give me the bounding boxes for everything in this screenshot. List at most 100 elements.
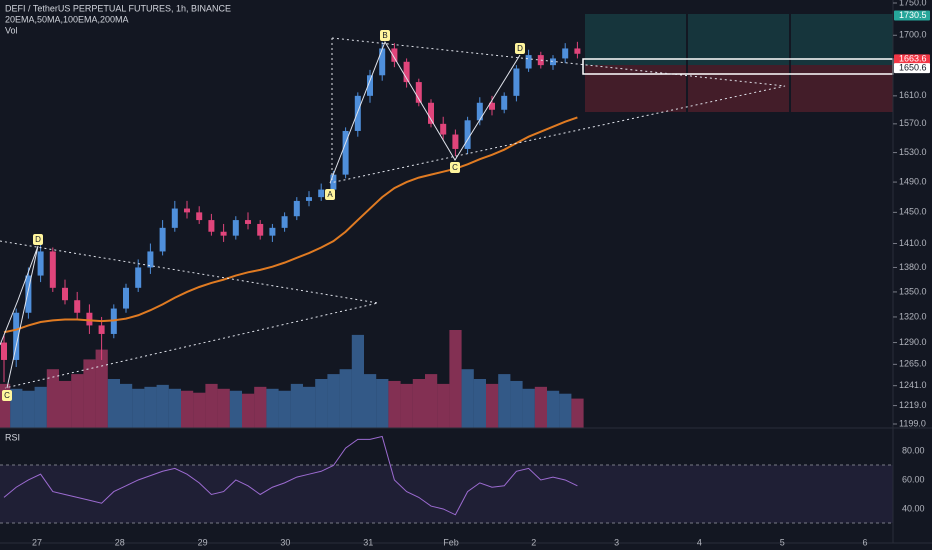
candle-body xyxy=(428,102,434,124)
x-tick-label: 31 xyxy=(363,537,373,547)
volume-bar xyxy=(449,330,462,428)
pattern-label: A xyxy=(327,190,333,199)
y-tick-label: 1380.0 xyxy=(899,262,927,272)
candle-body xyxy=(269,227,276,236)
price-tag xyxy=(894,63,930,74)
volume-bar xyxy=(156,384,169,428)
candle-body xyxy=(123,287,129,309)
x-tick-label: Feb xyxy=(443,537,459,547)
price-tag-label: 1730.5 xyxy=(899,10,927,20)
x-tick-label: 6 xyxy=(862,537,867,547)
profit-zone xyxy=(585,14,893,65)
candle-body xyxy=(281,216,288,228)
candle-body xyxy=(306,197,312,201)
candle-body xyxy=(342,130,349,175)
volume-bar xyxy=(290,383,303,428)
volume-bar xyxy=(229,390,242,428)
drawings xyxy=(0,37,786,389)
volume-bar xyxy=(144,386,157,428)
volume-bar xyxy=(388,380,401,428)
candle-body xyxy=(452,134,459,149)
candle-body xyxy=(25,275,32,313)
pattern-label: D xyxy=(517,44,523,53)
candle-body xyxy=(98,325,105,334)
volume-bar xyxy=(351,334,364,428)
volume-bar xyxy=(132,388,145,428)
volume-bar xyxy=(339,369,352,428)
volume-bar xyxy=(10,388,23,428)
candle-body xyxy=(489,102,495,110)
volume-bar xyxy=(437,383,450,428)
pattern-labels: C D A B C D xyxy=(2,30,525,401)
volume-bar xyxy=(278,390,291,428)
rsi-tick-label: 80.00 xyxy=(902,445,925,455)
candle-body xyxy=(37,251,44,276)
candle-body xyxy=(220,231,227,236)
candle-body xyxy=(513,68,520,96)
volume-bar xyxy=(205,383,218,428)
candle-body xyxy=(379,48,386,76)
x-tick-label: 27 xyxy=(32,537,42,547)
x-tick-label: 3 xyxy=(614,537,619,547)
volume-bar xyxy=(303,386,316,428)
candle-body xyxy=(354,95,361,131)
volume-bar xyxy=(83,359,96,428)
candle-body xyxy=(171,208,178,228)
volume-bar xyxy=(193,392,206,428)
rsi-tick-label: 40.00 xyxy=(902,503,925,513)
volume-bar xyxy=(498,374,511,428)
x-tick-label: 29 xyxy=(198,537,208,547)
volume-bar xyxy=(95,349,108,428)
volume-bar xyxy=(59,380,72,428)
candle-body xyxy=(330,174,337,190)
volume-bar xyxy=(315,379,328,428)
volume-bar xyxy=(534,386,547,428)
volume-bar xyxy=(181,390,194,428)
candle-body xyxy=(367,75,373,96)
x-tick-label: 30 xyxy=(280,537,290,547)
price-tag-label: 1650.6 xyxy=(899,62,927,72)
rsi-label: RSI xyxy=(5,432,20,442)
volume-bar xyxy=(168,388,181,428)
candle-body xyxy=(391,48,398,62)
candle-body xyxy=(159,227,166,252)
volume-bar xyxy=(266,388,279,428)
y-tick-label: 1570.0 xyxy=(899,118,927,128)
volume-bar xyxy=(107,379,120,428)
x-tick-label: 2 xyxy=(531,537,536,547)
volume-bar xyxy=(473,379,486,428)
pattern-label: C xyxy=(452,163,458,172)
candle-body xyxy=(501,95,508,110)
y-tick-label: 1410.0 xyxy=(899,238,927,248)
candle-body xyxy=(245,220,251,224)
volume-bar xyxy=(571,398,584,428)
candle-body xyxy=(525,55,532,69)
y-tick-label: 1199.0 xyxy=(899,418,926,428)
y-tick-label: 1290.0 xyxy=(899,337,927,347)
volume-bar xyxy=(510,380,523,428)
rsi-tick-label: 60.00 xyxy=(902,474,925,484)
volume-bar xyxy=(71,374,84,428)
volume-bar xyxy=(120,383,133,428)
y-tick-label: 1700.0 xyxy=(899,30,927,40)
candle-body xyxy=(537,55,544,66)
candle-body xyxy=(147,251,154,268)
volume-bar xyxy=(217,388,230,428)
x-tick-label: 4 xyxy=(697,537,702,547)
y-tick-label: 1450.0 xyxy=(899,207,927,217)
price-tag xyxy=(894,54,930,65)
candle-body xyxy=(415,82,422,103)
volume-bar xyxy=(547,390,560,428)
rsi-band xyxy=(0,465,893,523)
pattern-label: D xyxy=(35,235,41,244)
candle-body xyxy=(293,200,300,217)
x-tick-label: 5 xyxy=(780,537,785,547)
volume-bar xyxy=(486,383,499,428)
chart-title: DEFI / TetherUS PERPETUAL FUTURES, 1h, B… xyxy=(5,3,231,13)
candle-body xyxy=(184,208,190,213)
candle-body xyxy=(476,102,483,121)
y-tick-label: 1320.0 xyxy=(899,311,927,321)
candle-body xyxy=(49,251,56,288)
candle-body xyxy=(74,300,81,313)
